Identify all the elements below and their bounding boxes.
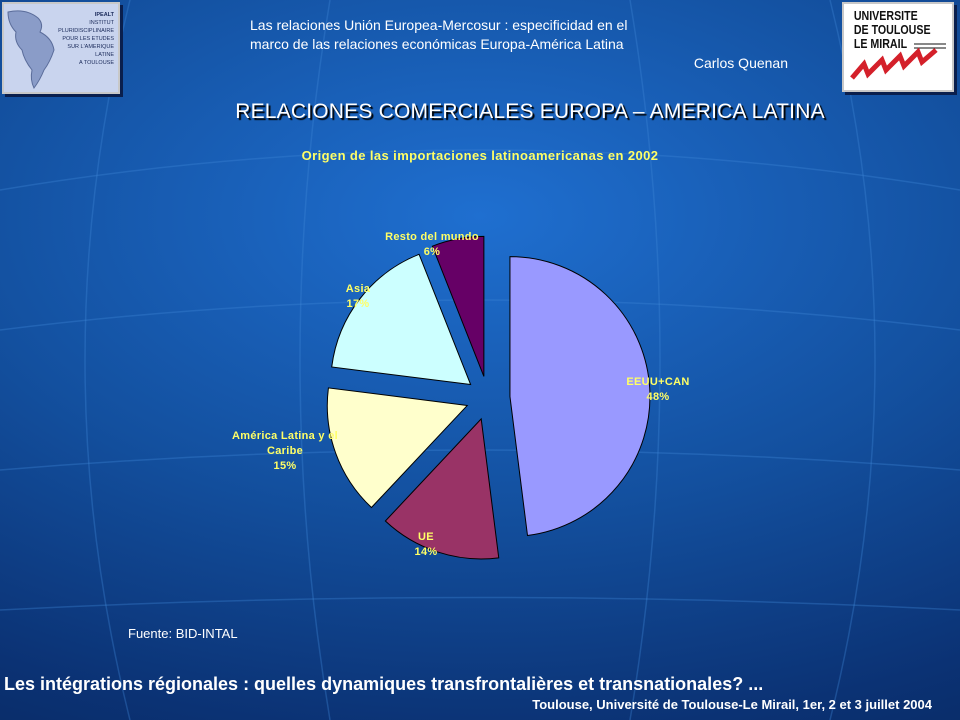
pie-value-label-ue: 14% <box>415 546 438 558</box>
pie-slice-asia <box>331 253 472 386</box>
presentation-header: Las relaciones Unión Europea-Mercosur : … <box>250 16 788 73</box>
ipealt-logo-line: SUR L'AMERIQUE <box>67 44 114 50</box>
pie-slice-america-latina <box>326 387 469 509</box>
pie-category-label-resto-del-mundo: Resto del mundo <box>385 231 479 243</box>
slide-title: RELACIONES COMERCIALES EUROPA – AMERICA … <box>235 100 825 123</box>
university-logo: UNIVERSITE DE TOULOUSE LE MIRAIL <box>842 2 954 92</box>
ipealt-logo-line: POUR LES ETUDES <box>62 36 114 42</box>
university-logo-icon: UNIVERSITE DE TOULOUSE LE MIRAIL <box>844 4 952 90</box>
pie-labels: EEUU+CAN 48% UE 14% América Latina y el Carib… <box>232 231 689 558</box>
chart-title: Origen de las importaciones latinoameric… <box>301 148 659 163</box>
pie-value-label-eeuu-can: 48% <box>647 391 670 403</box>
pie-value-label-america-latina: 15% <box>274 460 297 472</box>
ipealt-logo-line: PLURIDISCIPLINAIRE <box>58 28 114 34</box>
ipealt-logo-line: LATINE <box>95 52 114 58</box>
pie-category-label-america-latina: Caribe <box>267 445 303 457</box>
pie-slice-ue <box>384 417 500 560</box>
source-note: Fuente: BID-INTAL <box>128 626 238 641</box>
pie-category-label-asia: Asia <box>346 283 371 295</box>
ipealt-logo: IPEALT INSTITUT PLURIDISCIPLINAIRE POUR … <box>2 2 120 94</box>
ipealt-map-logo-icon: IPEALT INSTITUT PLURIDISCIPLINAIRE POUR … <box>4 4 118 92</box>
header-line-2: marco de las relaciones económicas Europ… <box>250 36 624 52</box>
university-logo-line: DE TOULOUSE <box>854 22 931 37</box>
ipealt-logo-line: INSTITUT <box>89 20 114 26</box>
pie-slice-resto-del-mundo <box>431 235 485 377</box>
pie-slices <box>326 235 651 560</box>
ipealt-logo-line: A TOULOUSE <box>79 60 114 66</box>
pie-slice-eeuu-can <box>509 256 651 537</box>
pie-category-label-ue: UE <box>418 531 434 543</box>
ipealt-logo-line: IPEALT <box>95 12 115 18</box>
header-line-1: Las relaciones Unión Europea-Mercosur : … <box>250 17 628 33</box>
pie-category-label-america-latina: América Latina y el <box>232 430 338 442</box>
header-author: Carlos Quenan <box>693 55 788 71</box>
pie-value-label-asia: 17% <box>347 298 370 310</box>
pie-category-label-eeuu-can: EEUU+CAN <box>626 376 689 388</box>
footer-title: Les intégrations régionales : quelles dy… <box>4 674 764 694</box>
footer-event: Toulouse, Université de Toulouse-Le Mira… <box>532 697 932 712</box>
university-logo-line: UNIVERSITE <box>854 8 918 23</box>
pie-value-label-resto-del-mundo: 6% <box>424 246 441 258</box>
university-logo-line: LE MIRAIL <box>854 36 907 51</box>
